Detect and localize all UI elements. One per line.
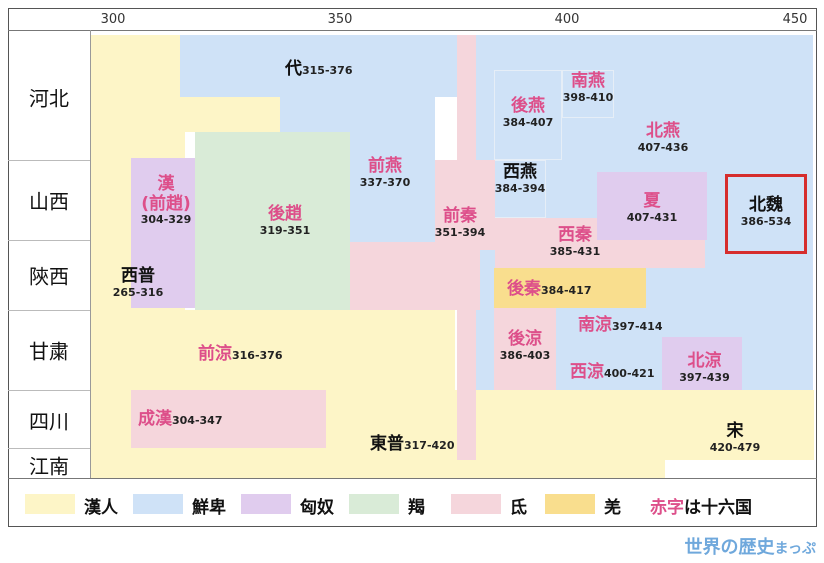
block-nanyan bbox=[562, 70, 614, 118]
axis-top-line bbox=[8, 30, 817, 31]
brand-logo: 世界の歴史まっぷ bbox=[685, 533, 816, 559]
block-xiyan bbox=[494, 160, 546, 218]
block-han-top bbox=[180, 97, 285, 132]
legend-swatch-jie bbox=[349, 494, 399, 514]
region-sichuan: 四川 bbox=[29, 409, 69, 434]
block-houqin bbox=[494, 268, 646, 308]
block-qianqin-core bbox=[435, 160, 495, 250]
legend-note-rest: は十六国 bbox=[684, 498, 752, 518]
block-chenghan bbox=[131, 390, 326, 448]
label-han-zhao: 漢 (前趙) 304-329 bbox=[140, 174, 192, 227]
label-xiqin: 西秦 385-431 bbox=[549, 225, 601, 258]
block-beiliang bbox=[662, 337, 742, 390]
legend-label-han: 漢人 bbox=[84, 498, 118, 518]
block-song-area bbox=[662, 390, 814, 460]
block-xia bbox=[597, 172, 707, 240]
axis-bottom-line bbox=[8, 478, 817, 479]
label-houzhao: 後趙 319-351 bbox=[259, 204, 311, 237]
row-divider-5 bbox=[8, 448, 90, 449]
block-qianliang-area bbox=[185, 310, 455, 390]
label-xiliang: 西涼400-421 bbox=[570, 362, 655, 382]
label-nanyan: 南燕 398-410 bbox=[562, 71, 614, 104]
legend-swatch-di bbox=[451, 494, 501, 514]
legend-note: 赤字は十六国 bbox=[650, 493, 752, 518]
label-houyan: 後燕 384-407 bbox=[502, 96, 554, 129]
row-divider-1 bbox=[8, 160, 90, 161]
row-divider-2 bbox=[8, 240, 90, 241]
block-dai bbox=[180, 35, 457, 97]
label-beiwei: 北魏 386-534 bbox=[740, 195, 792, 228]
label-houqin: 後秦384-417 bbox=[507, 279, 592, 299]
label-qianyan: 前燕 337-370 bbox=[359, 156, 411, 189]
row-divider-3 bbox=[8, 310, 90, 311]
region-shaanxi: 陝西 bbox=[29, 264, 69, 289]
label-dai: 代315-376 bbox=[285, 59, 353, 79]
legend-swatch-xianbei bbox=[133, 494, 183, 514]
legend-swatch-xiongnu bbox=[241, 494, 291, 514]
region-column-divider bbox=[90, 30, 91, 478]
axis-tick-300: 300 bbox=[100, 12, 126, 27]
legend-label-jie: 羯 bbox=[408, 498, 425, 518]
block-houzhao bbox=[195, 132, 350, 310]
label-beiliang: 北涼 397-439 bbox=[679, 351, 730, 384]
label-xia: 夏 407-431 bbox=[626, 191, 678, 224]
region-shanxi: 山西 bbox=[29, 189, 69, 214]
legend-swatch-qiang bbox=[545, 494, 595, 514]
region-jiangnan: 江南 bbox=[29, 454, 69, 479]
legend-label-di: 氐 bbox=[510, 498, 527, 518]
axis-tick-400: 400 bbox=[554, 12, 580, 27]
legend-note-red: 赤字 bbox=[650, 498, 684, 518]
legend-label-xiongnu: 匈奴 bbox=[300, 498, 334, 518]
block-houyan bbox=[494, 70, 562, 160]
beiwei-highlight-box bbox=[725, 174, 807, 254]
label-song: 宋 420-479 bbox=[709, 421, 761, 454]
region-hebei: 河北 bbox=[29, 86, 69, 111]
row-divider-4 bbox=[8, 390, 90, 391]
label-xiyan: 西燕 384-394 bbox=[494, 162, 546, 195]
block-houliang bbox=[494, 308, 556, 390]
legend-swatch-han bbox=[25, 494, 75, 514]
axis-tick-450: 450 bbox=[782, 12, 808, 27]
label-chenghan: 成漢304-347 bbox=[138, 409, 223, 429]
legend-label-qiang: 羌 bbox=[604, 498, 621, 518]
label-beiyan: 北燕 407-436 bbox=[637, 121, 689, 154]
label-nanliang: 南涼397-414 bbox=[578, 315, 663, 335]
block-qianqin-west bbox=[350, 242, 480, 310]
region-gansu: 甘粛 bbox=[29, 339, 69, 364]
label-qianliang: 前涼316-376 bbox=[198, 344, 283, 364]
label-houliang: 後涼 386-403 bbox=[499, 329, 551, 362]
brand-small: まっぷ bbox=[774, 541, 816, 557]
label-qianqin: 前秦 351-394 bbox=[434, 206, 486, 239]
axis-tick-350: 350 bbox=[327, 12, 353, 27]
brand-main: 世界の歴史 bbox=[684, 537, 775, 558]
legend-label-xianbei: 鮮卑 bbox=[192, 498, 226, 518]
label-dongjin: 東普317-420 bbox=[370, 434, 455, 454]
label-xijin: 西普 265-316 bbox=[112, 266, 164, 299]
block-dai-lower bbox=[280, 97, 435, 132]
